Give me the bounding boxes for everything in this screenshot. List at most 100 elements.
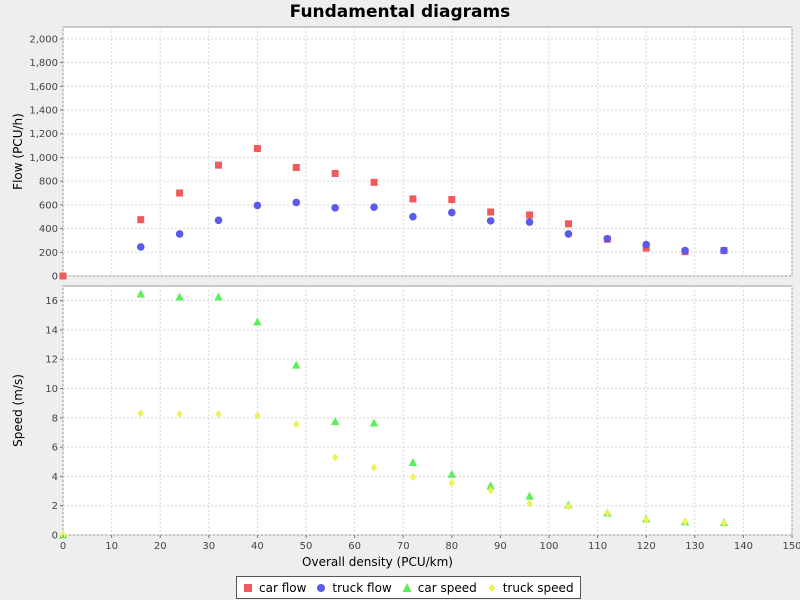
car-speed-point (136, 289, 145, 298)
y-tick-label: 1,400 (29, 106, 58, 117)
y-tick-label: 0 (52, 272, 58, 283)
square-icon (244, 583, 252, 592)
x-tick-label: 30 (202, 541, 215, 552)
truck-speed-point (720, 519, 728, 528)
car-flow-point (370, 178, 378, 186)
car-flow-point (137, 216, 145, 224)
y-tick-label: 400 (39, 224, 58, 235)
truck-speed-point (526, 499, 533, 508)
x-tick-label: 40 (251, 541, 264, 552)
x-tick-label: 80 (445, 541, 458, 552)
legend-label: car speed (417, 580, 477, 595)
legend-item: car speed (400, 581, 477, 595)
truck-speed-point (643, 515, 650, 524)
plot-area (62, 26, 793, 277)
truck-speed-point (137, 409, 144, 418)
x-tick-label: 130 (685, 541, 704, 552)
x-tick-label: 110 (588, 541, 607, 552)
plot-area (62, 285, 793, 536)
x-tick-label: 0 (60, 541, 66, 552)
x-tick-label: 50 (300, 541, 313, 552)
circle-icon (317, 583, 326, 592)
y-tick-label: 2 (52, 501, 58, 512)
car-flow-point (59, 272, 67, 280)
y-tick-label: 1,600 (29, 82, 58, 93)
x-tick-label: 10 (105, 541, 118, 552)
y-tick-label: 14 (45, 325, 58, 336)
car-speed-point (408, 457, 418, 466)
car-flow-point (564, 220, 572, 228)
truck-flow-point (292, 198, 301, 207)
car-speed-point (330, 416, 340, 425)
y-tick-label: 1,200 (29, 129, 58, 140)
car-flow-point (487, 208, 495, 216)
car-flow-point (448, 196, 456, 204)
car-speed-point (486, 481, 495, 490)
truck-flow-point (136, 243, 145, 251)
truck-flow-point (409, 212, 417, 221)
car-speed-point (292, 360, 301, 369)
x-tick-label: 20 (154, 541, 167, 552)
truck-speed-point (487, 486, 494, 495)
truck-flow-point (253, 201, 262, 210)
legend-label: truck flow (332, 580, 392, 595)
truck-flow-point (370, 203, 378, 212)
legend-item: truck flow (314, 580, 392, 595)
triangle-icon (402, 582, 412, 592)
car-flow-point (215, 161, 223, 169)
car-speed-point (369, 418, 379, 427)
chart-title: Fundamental diagrams (289, 2, 511, 22)
x-tick-label: 120 (637, 541, 656, 552)
car-speed-point (253, 317, 262, 326)
car-speed-point (175, 292, 184, 301)
truck-flow-point (720, 246, 728, 255)
legend-label: car flow (259, 580, 307, 595)
car-flow-point (253, 145, 261, 153)
x-tick-label: 100 (539, 541, 558, 552)
x-tick-label: 60 (348, 541, 361, 552)
truck-speed-point (409, 473, 417, 482)
y-tick-label: 4 (52, 472, 58, 483)
truck-speed-point (448, 479, 455, 488)
legend-item: truck speed (485, 581, 574, 595)
truck-speed-point (254, 411, 261, 420)
truck-flow-point (642, 240, 650, 249)
y-tick-label: 16 (45, 296, 58, 307)
y-tick-label: 1,800 (29, 58, 58, 69)
y-axis-label: Flow (PCU/h) (11, 113, 25, 190)
y-tick-label: 2,000 (29, 34, 58, 45)
y-tick-label: 800 (39, 177, 58, 188)
y-tick-label: 200 (39, 248, 58, 259)
y-tick-label: 12 (45, 355, 58, 366)
car-flow-point (409, 195, 417, 203)
truck-speed-point (565, 502, 572, 511)
y-tick-label: 8 (52, 413, 58, 424)
truck-flow-point (331, 204, 339, 212)
truck-flow-point (214, 216, 223, 225)
car-flow-point (292, 164, 300, 172)
truck-speed-point (681, 517, 689, 526)
car-speed-point (525, 491, 534, 500)
truck-flow-point (564, 230, 573, 238)
truck-flow-point (175, 230, 184, 238)
truck-speed-point (370, 463, 378, 472)
diamond-icon (488, 583, 496, 592)
car-flow-point (526, 211, 534, 219)
truck-speed-point (293, 420, 300, 429)
y-axis-label: Speed (m/s) (11, 374, 25, 447)
x-axis-label: Overall density (PCU/km) (302, 555, 453, 569)
legend-label: truck speed (502, 580, 574, 595)
chart-legend: car flow truck flow car speed truck speed (236, 576, 581, 599)
truck-flow-point (525, 218, 534, 226)
car-flow-point (331, 169, 339, 177)
car-speed-point (447, 469, 456, 478)
y-tick-label: 10 (45, 384, 58, 395)
truck-speed-point (176, 410, 183, 419)
x-tick-label: 140 (734, 541, 753, 552)
car-speed-point (214, 292, 223, 301)
truck-flow-point (681, 246, 689, 255)
truck-speed-point (215, 410, 222, 419)
truck-speed-point (331, 453, 339, 462)
x-tick-label: 70 (397, 541, 410, 552)
